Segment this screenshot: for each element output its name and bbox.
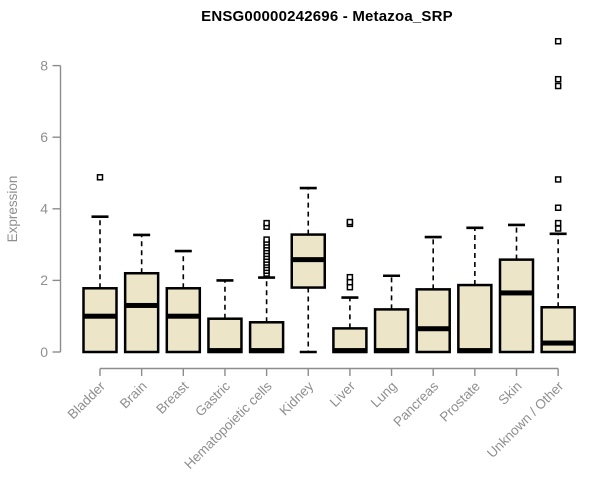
- median-liver: [333, 348, 367, 354]
- median-breast: [166, 313, 200, 319]
- box-group-hematopoietic-cells: [248, 219, 285, 354]
- median-prostate: [458, 348, 492, 354]
- x-tick-label-kidney: Kidney: [277, 378, 317, 418]
- outlier-point-liver: [346, 218, 354, 226]
- median-pancreas: [416, 326, 450, 332]
- box-bladder: [82, 287, 118, 354]
- outlier-point-hematopoietic-cells: [263, 236, 270, 243]
- box-group-gastric: [207, 279, 243, 354]
- box-breast: [165, 287, 202, 354]
- outlier-point-unknown-other: [554, 204, 562, 211]
- outlier-point-unknown-other: [554, 219, 562, 227]
- box-group-skin: [498, 223, 535, 354]
- box-prostate: [457, 283, 493, 354]
- box-group-pancreas: [415, 235, 451, 354]
- box-group-breast: [165, 249, 202, 354]
- chart-title: ENSG00000242696 - Metazoa_SRP: [201, 8, 453, 25]
- median-unknown-other: [541, 340, 575, 346]
- x-tick-label-liver: Liver: [327, 378, 359, 410]
- x-tick-label-breast: Breast: [153, 378, 191, 416]
- box-lung: [373, 308, 410, 354]
- box-hematopoietic-cells: [248, 321, 285, 354]
- x-tick-label-prostate: Prostate: [437, 379, 483, 425]
- x-tick-label-lung: Lung: [368, 379, 400, 411]
- box-group-kidney: [290, 186, 326, 354]
- box-brain: [123, 271, 160, 354]
- outlier-point-unknown-other: [554, 225, 562, 232]
- x-tick-label-skin: Skin: [495, 379, 524, 408]
- box-gastric: [207, 317, 243, 354]
- outlier-point-unknown-other: [554, 38, 562, 45]
- median-lung: [375, 348, 409, 354]
- median-hematopoietic-cells: [250, 348, 284, 354]
- outlier-point-liver: [346, 283, 354, 291]
- median-skin: [500, 290, 533, 296]
- x-tick-label-unknown-other: Unknown / Other: [484, 378, 567, 461]
- median-kidney: [291, 257, 325, 263]
- outlier-point-unknown-other: [554, 75, 562, 83]
- box-group-lung: [373, 274, 410, 354]
- box-group-bladder: [82, 174, 118, 354]
- median-bladder: [83, 313, 117, 319]
- outlier-point-unknown-other: [554, 82, 562, 90]
- median-gastric: [208, 348, 242, 354]
- box-group-liver: [332, 218, 368, 354]
- box-group-prostate: [457, 226, 493, 354]
- box-skin: [498, 258, 535, 354]
- outlier-point-liver: [346, 278, 354, 286]
- outlier-point-hematopoietic-cells: [263, 219, 270, 227]
- box-pancreas: [415, 288, 451, 354]
- y-tick-label: 2: [40, 272, 48, 288]
- box-group-brain: [123, 233, 160, 354]
- outlier-point-liver: [346, 273, 354, 281]
- x-tick-label-gastric: Gastric: [192, 378, 233, 419]
- y-tick-label: 8: [40, 57, 48, 73]
- x-tick-label-bladder: Bladder: [65, 378, 109, 422]
- y-tick-label: 0: [40, 344, 48, 360]
- outlier-point-bladder: [96, 174, 104, 181]
- outlier-point-unknown-other: [554, 176, 562, 183]
- box-group-unknown-other: [540, 38, 576, 354]
- y-tick-label: 6: [40, 129, 48, 145]
- y-tick-label: 4: [40, 201, 48, 217]
- median-brain: [125, 302, 159, 308]
- x-tick-label-brain: Brain: [117, 379, 150, 412]
- x-tick-label-pancreas: Pancreas: [390, 378, 441, 429]
